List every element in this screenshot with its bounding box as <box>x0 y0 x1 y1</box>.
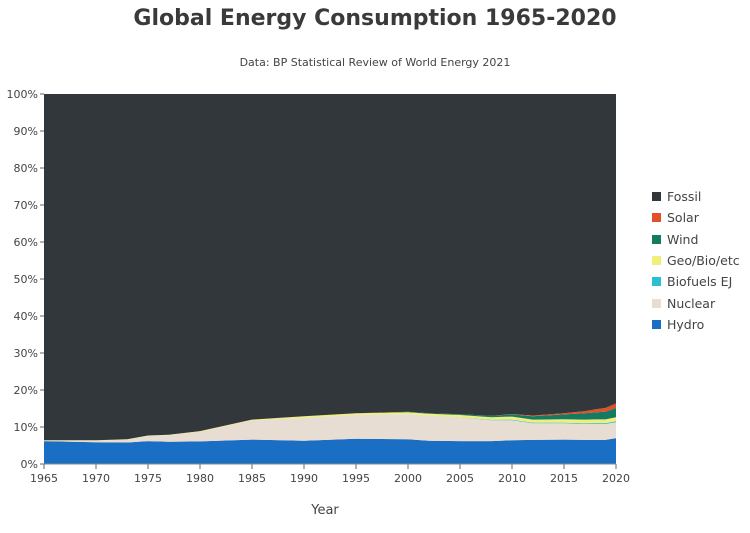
y-tick-label: 40% <box>14 310 38 323</box>
legend-item[interactable]: Solar <box>652 207 740 228</box>
area-fossil <box>44 94 616 441</box>
x-tick-label: 1965 <box>30 472 58 485</box>
legend-item[interactable]: Hydro <box>652 314 740 335</box>
y-tick-label: 50% <box>14 273 38 286</box>
y-tick-label: 80% <box>14 162 38 175</box>
legend-swatch <box>652 213 661 223</box>
legend-item[interactable]: Nuclear <box>652 292 740 313</box>
legend-swatch <box>652 256 661 266</box>
legend-label: Solar <box>667 210 699 226</box>
y-tick-label: 10% <box>14 421 38 434</box>
legend-item[interactable]: Fossil <box>652 186 740 207</box>
x-tick-label: 2000 <box>394 472 422 485</box>
x-tick-label: 2010 <box>498 472 526 485</box>
x-tick-label: 2005 <box>446 472 474 485</box>
legend-swatch <box>652 319 661 329</box>
y-tick-label: 100% <box>7 88 38 101</box>
y-tick-label: 90% <box>14 125 38 138</box>
y-tick-label: 30% <box>14 347 38 360</box>
y-tick-label: 70% <box>14 199 38 212</box>
y-tick-label: 60% <box>14 236 38 249</box>
x-tick-label: 1990 <box>290 472 318 485</box>
legend-item[interactable]: Wind <box>652 229 740 250</box>
legend-swatch <box>652 192 661 202</box>
legend-label: Hydro <box>667 316 705 332</box>
x-tick-label: 1975 <box>134 472 162 485</box>
legend-label: Fossil <box>667 189 702 205</box>
legend-swatch <box>652 277 661 287</box>
x-tick-label: 2020 <box>602 472 630 485</box>
legend-item[interactable]: Biofuels EJ <box>652 271 740 292</box>
area-nuclear <box>44 414 616 443</box>
y-tick-label: 0% <box>21 458 38 471</box>
legend-label: Geo/Bio/etc <box>667 253 740 269</box>
x-tick-label: 1980 <box>186 472 214 485</box>
x-axis-label: Year <box>311 503 339 518</box>
legend: Fossil Solar Wind Geo/Bio/etc Biofuels EJ Nuc… <box>652 186 740 335</box>
legend-label: Biofuels EJ <box>667 274 733 290</box>
x-tick-label: 1995 <box>342 472 370 485</box>
x-tick-label: 1985 <box>238 472 266 485</box>
legend-item[interactable]: Geo/Bio/etc <box>652 250 740 271</box>
legend-swatch <box>652 234 661 244</box>
x-tick-label: 1970 <box>82 472 110 485</box>
area-hydro <box>44 438 616 464</box>
x-tick-label: 2015 <box>550 472 578 485</box>
chart-subtitle: Data: BP Statistical Review of World Ene… <box>239 56 511 69</box>
legend-label: Wind <box>667 231 699 247</box>
chart-title: Global Energy Consumption 1965-2020 <box>133 6 617 31</box>
legend-label: Nuclear <box>667 295 716 311</box>
y-tick-label: 20% <box>14 384 38 397</box>
legend-swatch <box>652 298 661 308</box>
